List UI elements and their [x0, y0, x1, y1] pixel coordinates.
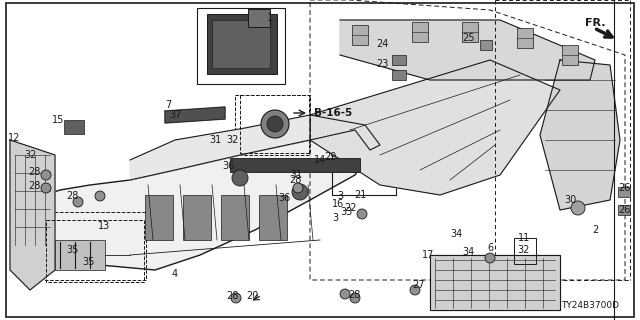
Bar — [259, 195, 287, 240]
Bar — [240, 95, 310, 153]
Text: 16: 16 — [332, 199, 344, 209]
Text: 4: 4 — [172, 269, 178, 279]
Text: 28: 28 — [28, 181, 40, 191]
Text: 24: 24 — [376, 39, 388, 49]
Circle shape — [357, 209, 367, 219]
Text: 35: 35 — [66, 245, 78, 255]
Text: 35: 35 — [82, 257, 94, 267]
Circle shape — [571, 201, 585, 215]
Text: 28: 28 — [348, 290, 360, 300]
Bar — [618, 205, 630, 215]
Text: 28: 28 — [28, 167, 40, 177]
Bar — [412, 22, 428, 42]
Text: 37: 37 — [169, 110, 181, 120]
Text: 32: 32 — [24, 150, 36, 160]
Text: 2: 2 — [592, 225, 598, 235]
Circle shape — [293, 183, 303, 193]
Text: B-16-5: B-16-5 — [314, 108, 352, 118]
Circle shape — [261, 110, 289, 138]
Polygon shape — [30, 130, 370, 270]
Text: 7: 7 — [165, 100, 171, 110]
Circle shape — [485, 253, 495, 263]
Circle shape — [73, 197, 83, 207]
Text: 33: 33 — [340, 207, 352, 217]
Text: 21: 21 — [354, 190, 366, 200]
Bar — [64, 120, 84, 134]
Polygon shape — [130, 115, 380, 180]
Circle shape — [267, 116, 283, 132]
Text: 30: 30 — [564, 195, 576, 205]
Bar — [352, 25, 368, 45]
Text: 28: 28 — [289, 175, 301, 185]
Circle shape — [41, 183, 51, 193]
Text: 26: 26 — [618, 205, 630, 215]
Text: 32: 32 — [518, 245, 530, 255]
Text: 11: 11 — [518, 233, 530, 243]
Circle shape — [231, 293, 241, 303]
Text: 1: 1 — [267, 13, 273, 23]
Text: 31: 31 — [209, 135, 221, 145]
Text: 23: 23 — [376, 59, 388, 69]
Text: 28: 28 — [66, 191, 78, 201]
Circle shape — [410, 285, 420, 295]
Circle shape — [292, 184, 308, 200]
Text: 13: 13 — [98, 221, 110, 231]
Polygon shape — [310, 60, 560, 195]
Text: 26: 26 — [618, 183, 630, 193]
Text: FR.: FR. — [585, 18, 605, 28]
Bar — [235, 95, 309, 155]
Bar — [517, 28, 533, 48]
Text: 12: 12 — [8, 133, 20, 143]
Text: 15: 15 — [52, 115, 64, 125]
Bar — [332, 143, 396, 195]
Bar — [207, 14, 277, 74]
Bar — [480, 40, 492, 50]
Circle shape — [350, 293, 360, 303]
Bar — [44, 212, 146, 280]
Bar — [197, 8, 285, 84]
Text: 31: 31 — [290, 170, 302, 180]
Text: 6: 6 — [487, 243, 493, 253]
Text: 34: 34 — [450, 229, 462, 239]
Polygon shape — [340, 20, 595, 80]
Polygon shape — [540, 60, 620, 210]
Text: 22: 22 — [344, 203, 356, 213]
Polygon shape — [430, 255, 560, 310]
Text: TY24B3700D: TY24B3700D — [561, 301, 619, 310]
Bar — [392, 55, 406, 65]
Text: 36: 36 — [278, 193, 290, 203]
Text: 20: 20 — [246, 291, 258, 301]
Bar — [55, 240, 105, 270]
Bar — [248, 9, 270, 27]
Bar — [618, 187, 630, 197]
Bar — [145, 195, 173, 240]
Text: 28: 28 — [226, 291, 238, 301]
Polygon shape — [165, 107, 225, 123]
Text: 3: 3 — [332, 213, 338, 223]
Text: 14: 14 — [314, 155, 326, 165]
Bar — [212, 20, 270, 68]
Polygon shape — [10, 140, 55, 290]
Text: 32: 32 — [226, 135, 238, 145]
Bar — [514, 238, 536, 264]
Text: 3: 3 — [337, 191, 343, 201]
Circle shape — [95, 191, 105, 201]
Text: 25: 25 — [461, 33, 474, 43]
Text: 17: 17 — [422, 250, 434, 260]
Circle shape — [340, 289, 350, 299]
Text: 29: 29 — [324, 152, 336, 162]
Circle shape — [232, 170, 248, 186]
Bar — [221, 195, 249, 240]
Bar — [230, 158, 360, 172]
Bar — [392, 70, 406, 80]
Text: 27: 27 — [412, 280, 424, 290]
Bar — [46, 220, 144, 282]
Text: 34: 34 — [462, 247, 474, 257]
Bar — [562, 45, 578, 65]
Bar — [462, 22, 478, 42]
Text: 36: 36 — [222, 161, 234, 171]
Bar — [183, 195, 211, 240]
Circle shape — [41, 170, 51, 180]
